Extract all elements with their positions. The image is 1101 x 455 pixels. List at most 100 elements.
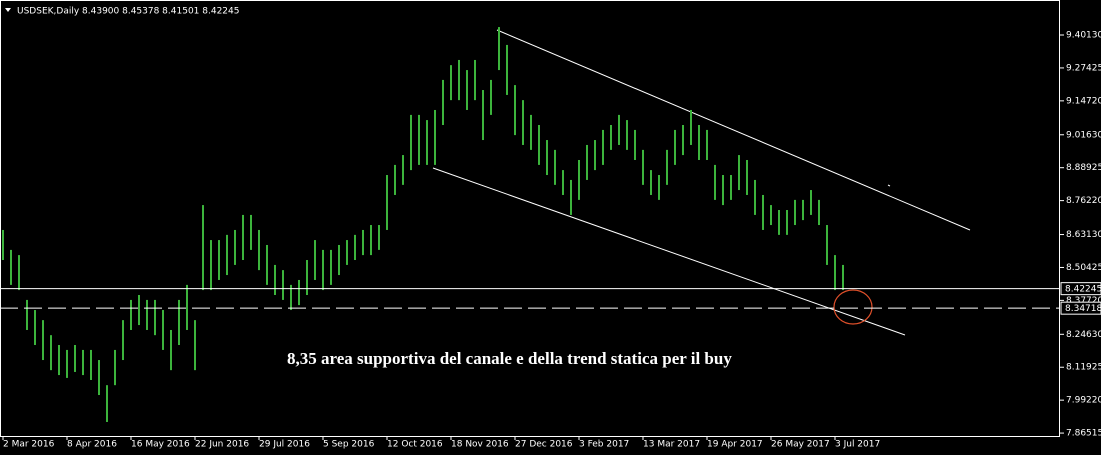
x-tick-label: 16 May 2016 [131,440,190,450]
price-bar [466,70,468,110]
price-bar [674,129,676,165]
price-bar [298,279,300,306]
price-bar [354,234,356,261]
price-bar [210,240,212,291]
price-bar [106,385,108,422]
price-bar [498,27,500,71]
plot-frame [0,0,1060,437]
price-bar [386,175,388,230]
price-bar [114,349,116,386]
price-bar [250,214,252,250]
price-bar [698,125,700,160]
price-bar [98,360,100,396]
price-bar [162,310,164,350]
price-bar [626,120,628,150]
price-bar [2,229,4,261]
price-bar [730,175,732,200]
highlight-circle [833,289,873,325]
y-tick-label: 8.76220 [1066,196,1101,206]
price-bar [690,109,692,145]
price-bar [314,240,316,280]
price-bar [122,320,124,361]
price-label-box [1060,301,1101,315]
price-bar [786,210,788,235]
price-bar [506,44,508,95]
price-bar [434,109,436,165]
price-bar [586,144,588,180]
x-tick-label: 18 Nov 2016 [451,440,509,450]
y-tick-label: 8.24630 [1066,330,1101,340]
y-tick-label: 8.37720 [1066,296,1101,306]
price-label: 8.42245 [1065,285,1101,295]
price-bar [666,149,668,185]
price-bar [346,240,348,265]
price-bar [34,310,36,346]
y-tick-label: 9.01630 [1066,130,1101,140]
x-tick-label: 8 Apr 2016 [67,440,117,450]
x-tick-label: 29 Jul 2016 [259,440,310,450]
y-tick-label: 8.11925 [1066,363,1101,373]
price-bar [130,299,132,330]
price-bar [546,140,548,176]
price-bar [746,159,748,195]
price-bar [530,114,532,150]
lower-trend-line [432,167,906,336]
y-tick-label: 9.27425 [1066,63,1101,73]
price-bar [738,155,740,191]
y-tick-label: 8.50425 [1066,263,1101,273]
y-tick-label: 9.14720 [1066,96,1101,106]
price-bar [234,229,236,265]
x-tick-label: 19 Apr 2017 [707,440,763,450]
x-tick-label: 3 Jul 2017 [835,440,880,450]
annotation: 8,35 area supportiva del canale e della … [287,349,732,368]
price-bar [842,264,844,291]
price-bar [330,249,332,285]
price-bar [490,79,492,115]
price-bar [170,329,172,371]
price-bar [418,114,420,165]
price-bar [362,229,364,256]
price-bar [66,349,68,378]
y-tick-label: 7.99220 [1066,396,1101,406]
price-bar [602,129,604,165]
price-bar [642,149,644,185]
y-tick-label: 7.86515 [1066,429,1101,439]
price-bar [26,299,28,330]
price-bar [450,65,452,101]
x-tick-label: 27 Dec 2016 [515,440,573,450]
price-bar [10,249,12,285]
price-bar [154,299,156,336]
price-label-box [1060,282,1101,296]
price-bar [610,125,612,150]
price-bar [218,240,220,280]
price-bar [618,114,620,145]
price-bar [554,149,556,185]
price-bar [538,125,540,165]
price-bar [266,244,268,285]
price-bar [834,255,836,291]
price-bar [770,205,772,226]
price-bar [426,120,428,165]
upper-trend-line [496,29,971,231]
price-bar [634,129,636,160]
price-bar [802,199,804,221]
price-bar [322,249,324,291]
price-bar [258,229,260,271]
price-bar [274,264,276,295]
price-bar [402,155,404,185]
y-tick-label: 8.88925 [1066,163,1101,173]
price-bar [762,194,764,230]
price-bar [818,199,820,226]
price-bar [722,175,724,206]
price-bar [706,129,708,160]
price-bar [562,170,564,195]
price-bar [186,284,188,330]
price-bar [794,199,796,226]
price-bar [306,260,308,295]
price-bar [594,140,596,171]
chart-title: USDSEK,Daily 8.43900 8.45378 8.41501 8.4… [17,7,239,17]
price-bar [290,284,292,311]
price-bar [682,125,684,156]
x-tick-label: 13 Mar 2017 [643,440,700,450]
